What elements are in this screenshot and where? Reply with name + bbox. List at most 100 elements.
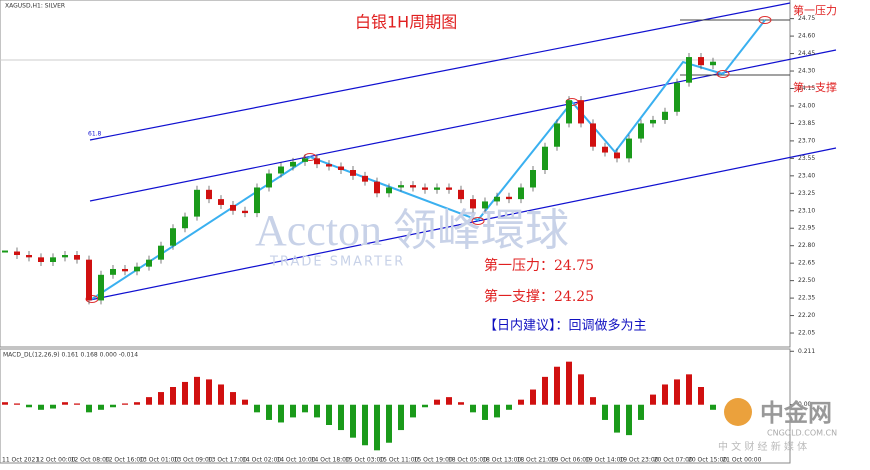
candle: [302, 158, 308, 162]
watermark: Accton 领峰環球: [255, 206, 569, 255]
x-tick-label: 12 Oct 00:00: [36, 457, 75, 464]
x-tick-label: 15 Oct 11:00: [379, 457, 418, 464]
candle: [710, 61, 716, 66]
candle: [698, 57, 704, 66]
x-tick-label: 14 Oct 18:00: [311, 457, 350, 464]
macd-bar: [398, 404, 404, 431]
candle: [374, 181, 380, 194]
candle: [470, 199, 476, 209]
candle: [122, 268, 128, 272]
x-tick-label: 19 Oct 14:00: [585, 457, 624, 464]
candle: [662, 111, 668, 120]
y-tick-label: 22.05: [798, 330, 815, 337]
candle: [134, 266, 140, 272]
macd-bar: [74, 403, 80, 405]
macd-bar: [542, 376, 548, 405]
macd-bar: [290, 404, 296, 418]
macd-bar: [674, 379, 680, 405]
x-tick-label: 12 Oct 08:00: [71, 457, 110, 464]
candle: [218, 199, 224, 205]
macd-bar: [434, 399, 440, 405]
fib-label: 61.8: [88, 131, 102, 138]
macd-bar: [206, 379, 212, 405]
candle: [146, 259, 152, 267]
candle: [566, 100, 572, 124]
candle: [314, 158, 320, 165]
macd-bar: [218, 384, 224, 405]
candle: [626, 138, 632, 159]
macd-bar: [134, 402, 140, 405]
candle: [518, 187, 524, 200]
candle: [398, 185, 404, 188]
macd-bar: [314, 404, 320, 418]
y-tick-label: 24.75: [798, 15, 815, 22]
macd-bar: [446, 397, 452, 405]
y-tick-label: 23.70: [798, 137, 815, 144]
macd-bar: [26, 404, 32, 408]
macd-bar: [626, 404, 632, 436]
candle: [14, 251, 20, 256]
note: 第一支撑：24.25: [484, 288, 594, 305]
x-tick-label: 19 Oct 23:00: [619, 457, 658, 464]
logo-name: 中金网: [760, 399, 832, 427]
macd-bar: [14, 403, 20, 405]
logo-tagline: 中 文 财 经 新 媒 体: [718, 440, 807, 453]
candle: [434, 187, 440, 190]
candle: [674, 82, 680, 112]
x-tick-label: 15 Oct 03:00: [345, 457, 384, 464]
candle: [290, 161, 296, 167]
macd-bar: [2, 402, 8, 405]
candle: [350, 170, 356, 176]
macd-bar: [362, 404, 368, 446]
macd-label: MACD_DL(12,26,9) 0.161 0.168 0.000 -0.01…: [3, 352, 138, 359]
candle: [266, 173, 272, 188]
macd-bar: [494, 404, 500, 418]
macd-bar: [230, 392, 236, 405]
y-tick-label: 24.00: [798, 102, 815, 109]
macd-bar: [578, 374, 584, 405]
candle: [326, 164, 332, 167]
y-tick-label: 24.45: [798, 50, 815, 57]
candle: [362, 175, 368, 182]
x-tick-label: 18 Oct 05:00: [448, 457, 487, 464]
y-tick-label: 22.80: [798, 242, 815, 249]
watermark-slogan: TRADE SMARTER: [269, 255, 405, 270]
note: 【日内建议】：回调做多为主: [484, 318, 647, 334]
macd-bar: [470, 404, 476, 413]
macd-bar: [602, 404, 608, 420]
macd-bar: [170, 387, 176, 405]
y-tick-label: 23.25: [798, 190, 815, 197]
macd-bar: [122, 403, 128, 405]
candle: [50, 257, 56, 262]
y-tick-label: 23.40: [798, 172, 815, 179]
macd-bar: [242, 399, 248, 405]
support-label: 第一支撑: [793, 80, 837, 94]
x-tick-label: 14 Oct 10:00: [276, 457, 315, 464]
macd-bar: [254, 404, 260, 413]
macd-bar: [62, 402, 68, 405]
candle: [506, 196, 512, 200]
candle: [182, 216, 188, 229]
x-tick-label: 18 Oct 13:00: [482, 457, 521, 464]
logo-icon: [724, 398, 752, 426]
macd-bar: [146, 397, 152, 405]
x-tick-label: 12 Oct 16:00: [105, 457, 144, 464]
candle: [206, 189, 212, 200]
candle: [74, 255, 80, 260]
price-pane: [0, 0, 791, 348]
candle: [242, 210, 248, 214]
macd-bar: [410, 404, 416, 418]
candle: [86, 259, 92, 301]
macd-bar: [302, 404, 308, 413]
macd-bar: [194, 376, 200, 405]
x-tick-label: 13 Oct 09:00: [174, 457, 213, 464]
candle: [410, 185, 416, 188]
candle: [422, 187, 428, 190]
candle: [554, 123, 560, 147]
candle: [578, 100, 584, 124]
macd-bar: [554, 366, 560, 405]
macd-bar: [566, 361, 572, 405]
candle: [98, 274, 104, 301]
x-tick-label: 15 Oct 19:00: [414, 457, 453, 464]
